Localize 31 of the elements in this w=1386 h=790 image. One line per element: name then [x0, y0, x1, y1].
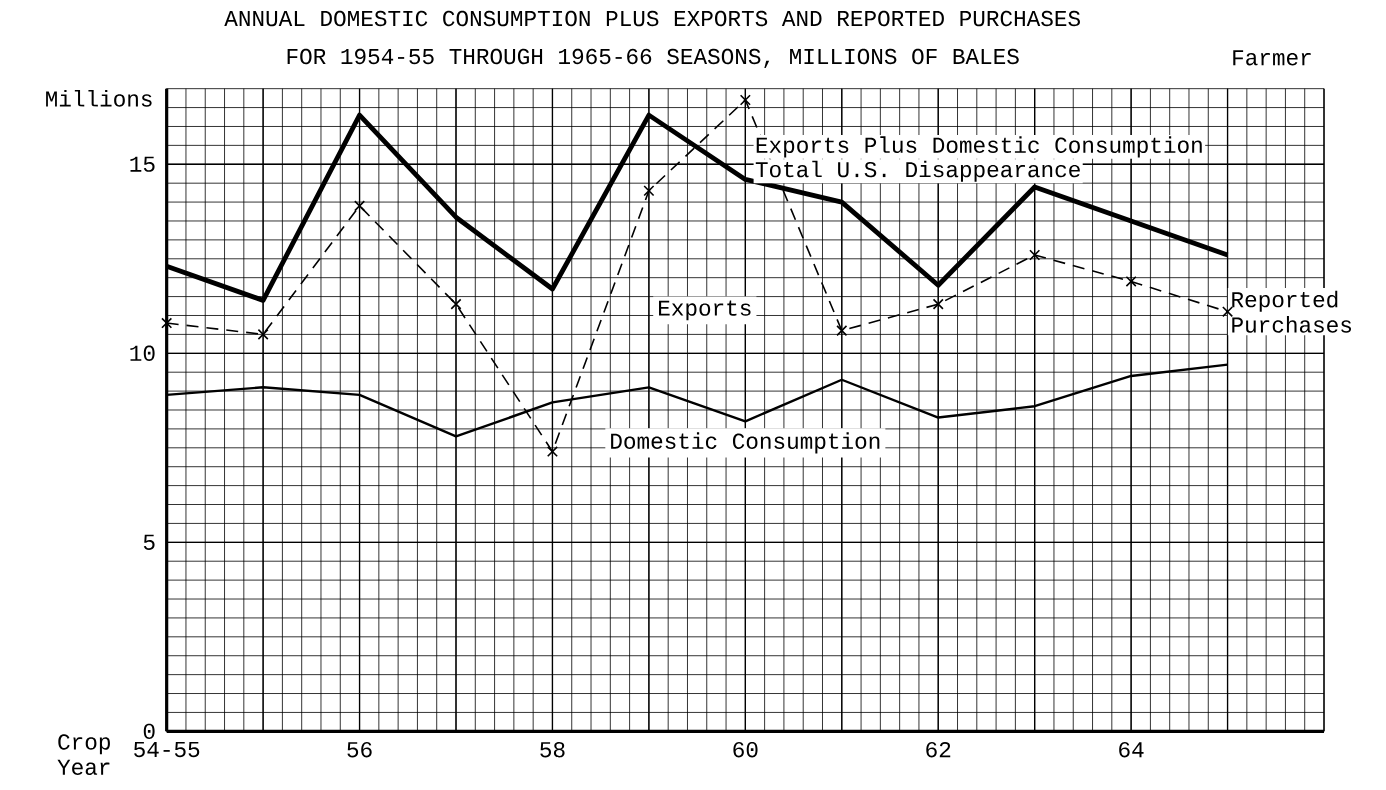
x-axis-title: Crop Year — [57, 734, 110, 775]
annotation: Exports — [659, 300, 751, 321]
chart-subtitle: FOR 1954-55 THROUGH 1965-66 SEASONS, MILLIONS OF BALES — [287, 48, 1019, 68]
text: Farmer — [1233, 50, 1311, 66]
point — [836, 325, 848, 337]
y-tick-label: 15 — [130, 156, 155, 172]
y-tick-label: 0 — [143, 723, 155, 740]
point — [354, 200, 366, 212]
point — [161, 317, 173, 329]
y-axis-title: Millions — [46, 89, 152, 107]
point — [643, 185, 655, 197]
point — [450, 298, 462, 310]
series-label: Domestic Consumption — [611, 432, 880, 454]
point — [739, 94, 751, 106]
y-tick-label: 10 — [130, 345, 155, 361]
series-label: Reported Purchases — [1232, 290, 1352, 333]
x-tick-label: 60 — [733, 742, 758, 758]
x-tick-label: 64 — [1119, 742, 1144, 758]
point — [932, 298, 944, 310]
x-tick-label: 62 — [926, 742, 951, 758]
point — [1029, 249, 1041, 261]
x-tick-label: 54-55 — [134, 742, 200, 758]
x-tick-label: 58 — [540, 742, 565, 758]
chart-title: ANNUAL DOMESTIC CONSUMPTION PLUS EXPORTS AND REPORTED PURCHASES — [224, 10, 1080, 27]
annotation: Exports Plus Domestic Consumption — [756, 136, 1202, 158]
point — [1125, 275, 1137, 287]
series-label: Total U.S. Disappearance — [755, 160, 1080, 182]
point — [257, 328, 269, 340]
point — [546, 446, 558, 458]
x-tick-label: 56 — [347, 742, 372, 758]
y-tick-label: 5 — [143, 534, 155, 550]
